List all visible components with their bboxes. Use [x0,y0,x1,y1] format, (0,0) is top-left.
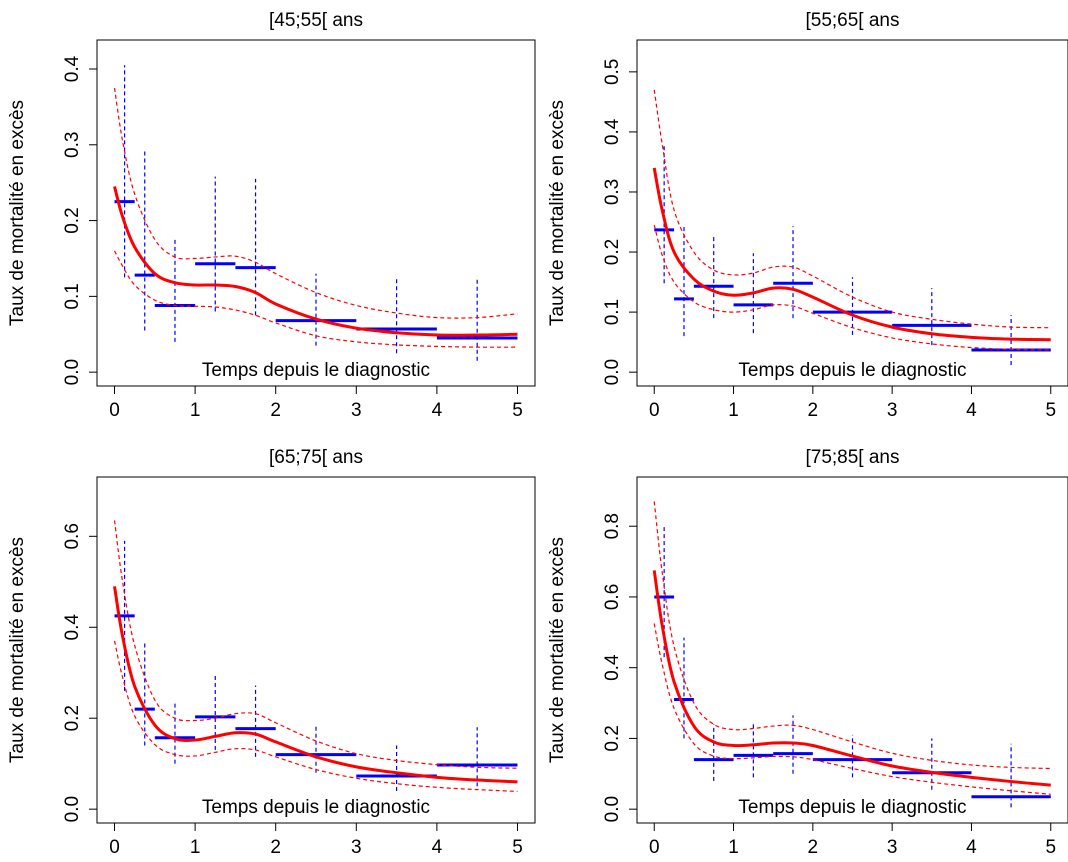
x-tick-label: 1 [190,837,201,858]
x-tick-label: 2 [270,400,281,421]
x-tick-label: 3 [887,837,898,858]
y-axis-label: Taux de mortalité en excès [7,100,28,326]
panel-2: [55;65[ ans Taux de mortalité en excès Tem… [547,10,1068,421]
x-tick-label: 1 [190,400,201,421]
x-tick-label: 0 [109,837,120,858]
x-axis-label: Temps depuis le diagnostic [738,360,966,381]
y-tick-label: 0.2 [62,705,83,731]
panel-1: [45;55[ ans Taux de mortalité en excès Tem… [7,10,536,421]
y-tick-label: 0.3 [62,132,83,158]
observed-estimates [654,143,1051,365]
x-axis: 0 1 2 3 4 5 [649,385,1056,421]
x-tick-label: 1 [728,837,739,858]
ci-lower-line [653,623,1051,795]
y-axis: 0.0 0.2 0.4 0.6 [62,523,98,822]
y-axis: 0.0 0.1 0.2 0.3 0.4 [62,55,98,385]
y-tick-label: 0.1 [602,299,623,325]
x-tick-label: 4 [432,400,443,421]
fitted-rate-line [652,167,1051,342]
y-axis-label: Taux de mortalité en excès [7,537,28,763]
fitted-rate-line [113,586,518,784]
ci-lower-line [113,250,518,348]
x-tick-label: 2 [808,837,819,858]
plot-frame [636,476,1068,824]
fitted-rate-line [113,186,518,337]
x-tick-label: 1 [728,400,739,421]
panel-title: [45;55[ ans [269,10,363,31]
y-tick-label: 0.1 [62,283,83,309]
ci-upper-line [653,501,1051,770]
x-tick-label: 5 [1045,837,1056,858]
y-tick-label: 0.5 [602,59,623,85]
y-axis-label: Taux de mortalité en excès [547,100,568,326]
observed-estimates [654,526,1051,808]
y-axis-label: Taux de mortalité en excès [547,537,568,763]
panel-title: [65;75[ ans [269,447,363,468]
y-axis: 0.0 0.2 0.4 0.6 0.8 [602,513,638,822]
y-tick-label: 0.2 [602,239,623,265]
y-tick-label: 0.0 [62,796,83,822]
y-tick-label: 0.2 [62,207,83,233]
y-tick-label: 0.6 [62,523,83,549]
x-tick-label: 3 [351,837,362,858]
x-tick-label: 0 [649,837,660,858]
y-tick-label: 0.0 [62,359,83,385]
x-tick-label: 4 [966,837,977,858]
panel-4: [75;85[ ans Taux de mortalité en excès Tem… [547,447,1068,858]
x-axis: 0 1 2 3 4 5 [109,822,523,858]
x-tick-label: 5 [512,837,523,858]
fitted-rate-line [652,570,1051,787]
panel-title: [55;65[ ans [805,10,899,31]
x-tick-label: 2 [270,837,281,858]
x-tick-label: 4 [966,400,977,421]
y-tick-label: 0.4 [602,654,623,681]
x-axis: 0 1 2 3 4 5 [649,822,1056,858]
y-tick-label: 0.2 [602,725,623,751]
x-axis-label: Temps depuis le diagnostic [202,360,430,381]
y-tick-label: 0.3 [602,179,623,205]
ci-upper-line [653,89,1051,329]
x-axis: 0 1 2 3 4 5 [109,385,523,421]
ci-upper-line [113,87,518,319]
observed-estimates [114,540,518,791]
y-tick-label: 0.0 [602,796,623,822]
x-tick-label: 0 [109,400,120,421]
y-tick-label: 0.6 [602,584,623,610]
y-axis: 0.0 0.1 0.2 0.3 0.4 0.5 [602,59,638,385]
x-axis-label: Temps depuis le diagnostic [202,797,430,818]
ci-upper-line [113,520,518,769]
x-tick-label: 5 [1045,400,1056,421]
x-tick-label: 0 [649,400,660,421]
y-tick-label: 0.0 [602,359,623,385]
x-tick-label: 2 [808,400,819,421]
x-tick-label: 3 [351,400,362,421]
x-tick-label: 3 [887,400,898,421]
x-tick-label: 5 [512,400,523,421]
y-tick-label: 0.4 [602,118,623,145]
y-tick-label: 0.4 [62,55,83,82]
x-axis-label: Temps depuis le diagnostic [738,797,966,818]
panel-3: [65;75[ ans Taux de mortalité en excès Tem… [7,447,536,858]
panel-title: [75;85[ ans [805,447,899,468]
observed-estimates [114,65,518,361]
y-tick-label: 0.4 [62,614,83,641]
x-tick-label: 4 [432,837,443,858]
y-tick-label: 0.8 [602,513,623,539]
